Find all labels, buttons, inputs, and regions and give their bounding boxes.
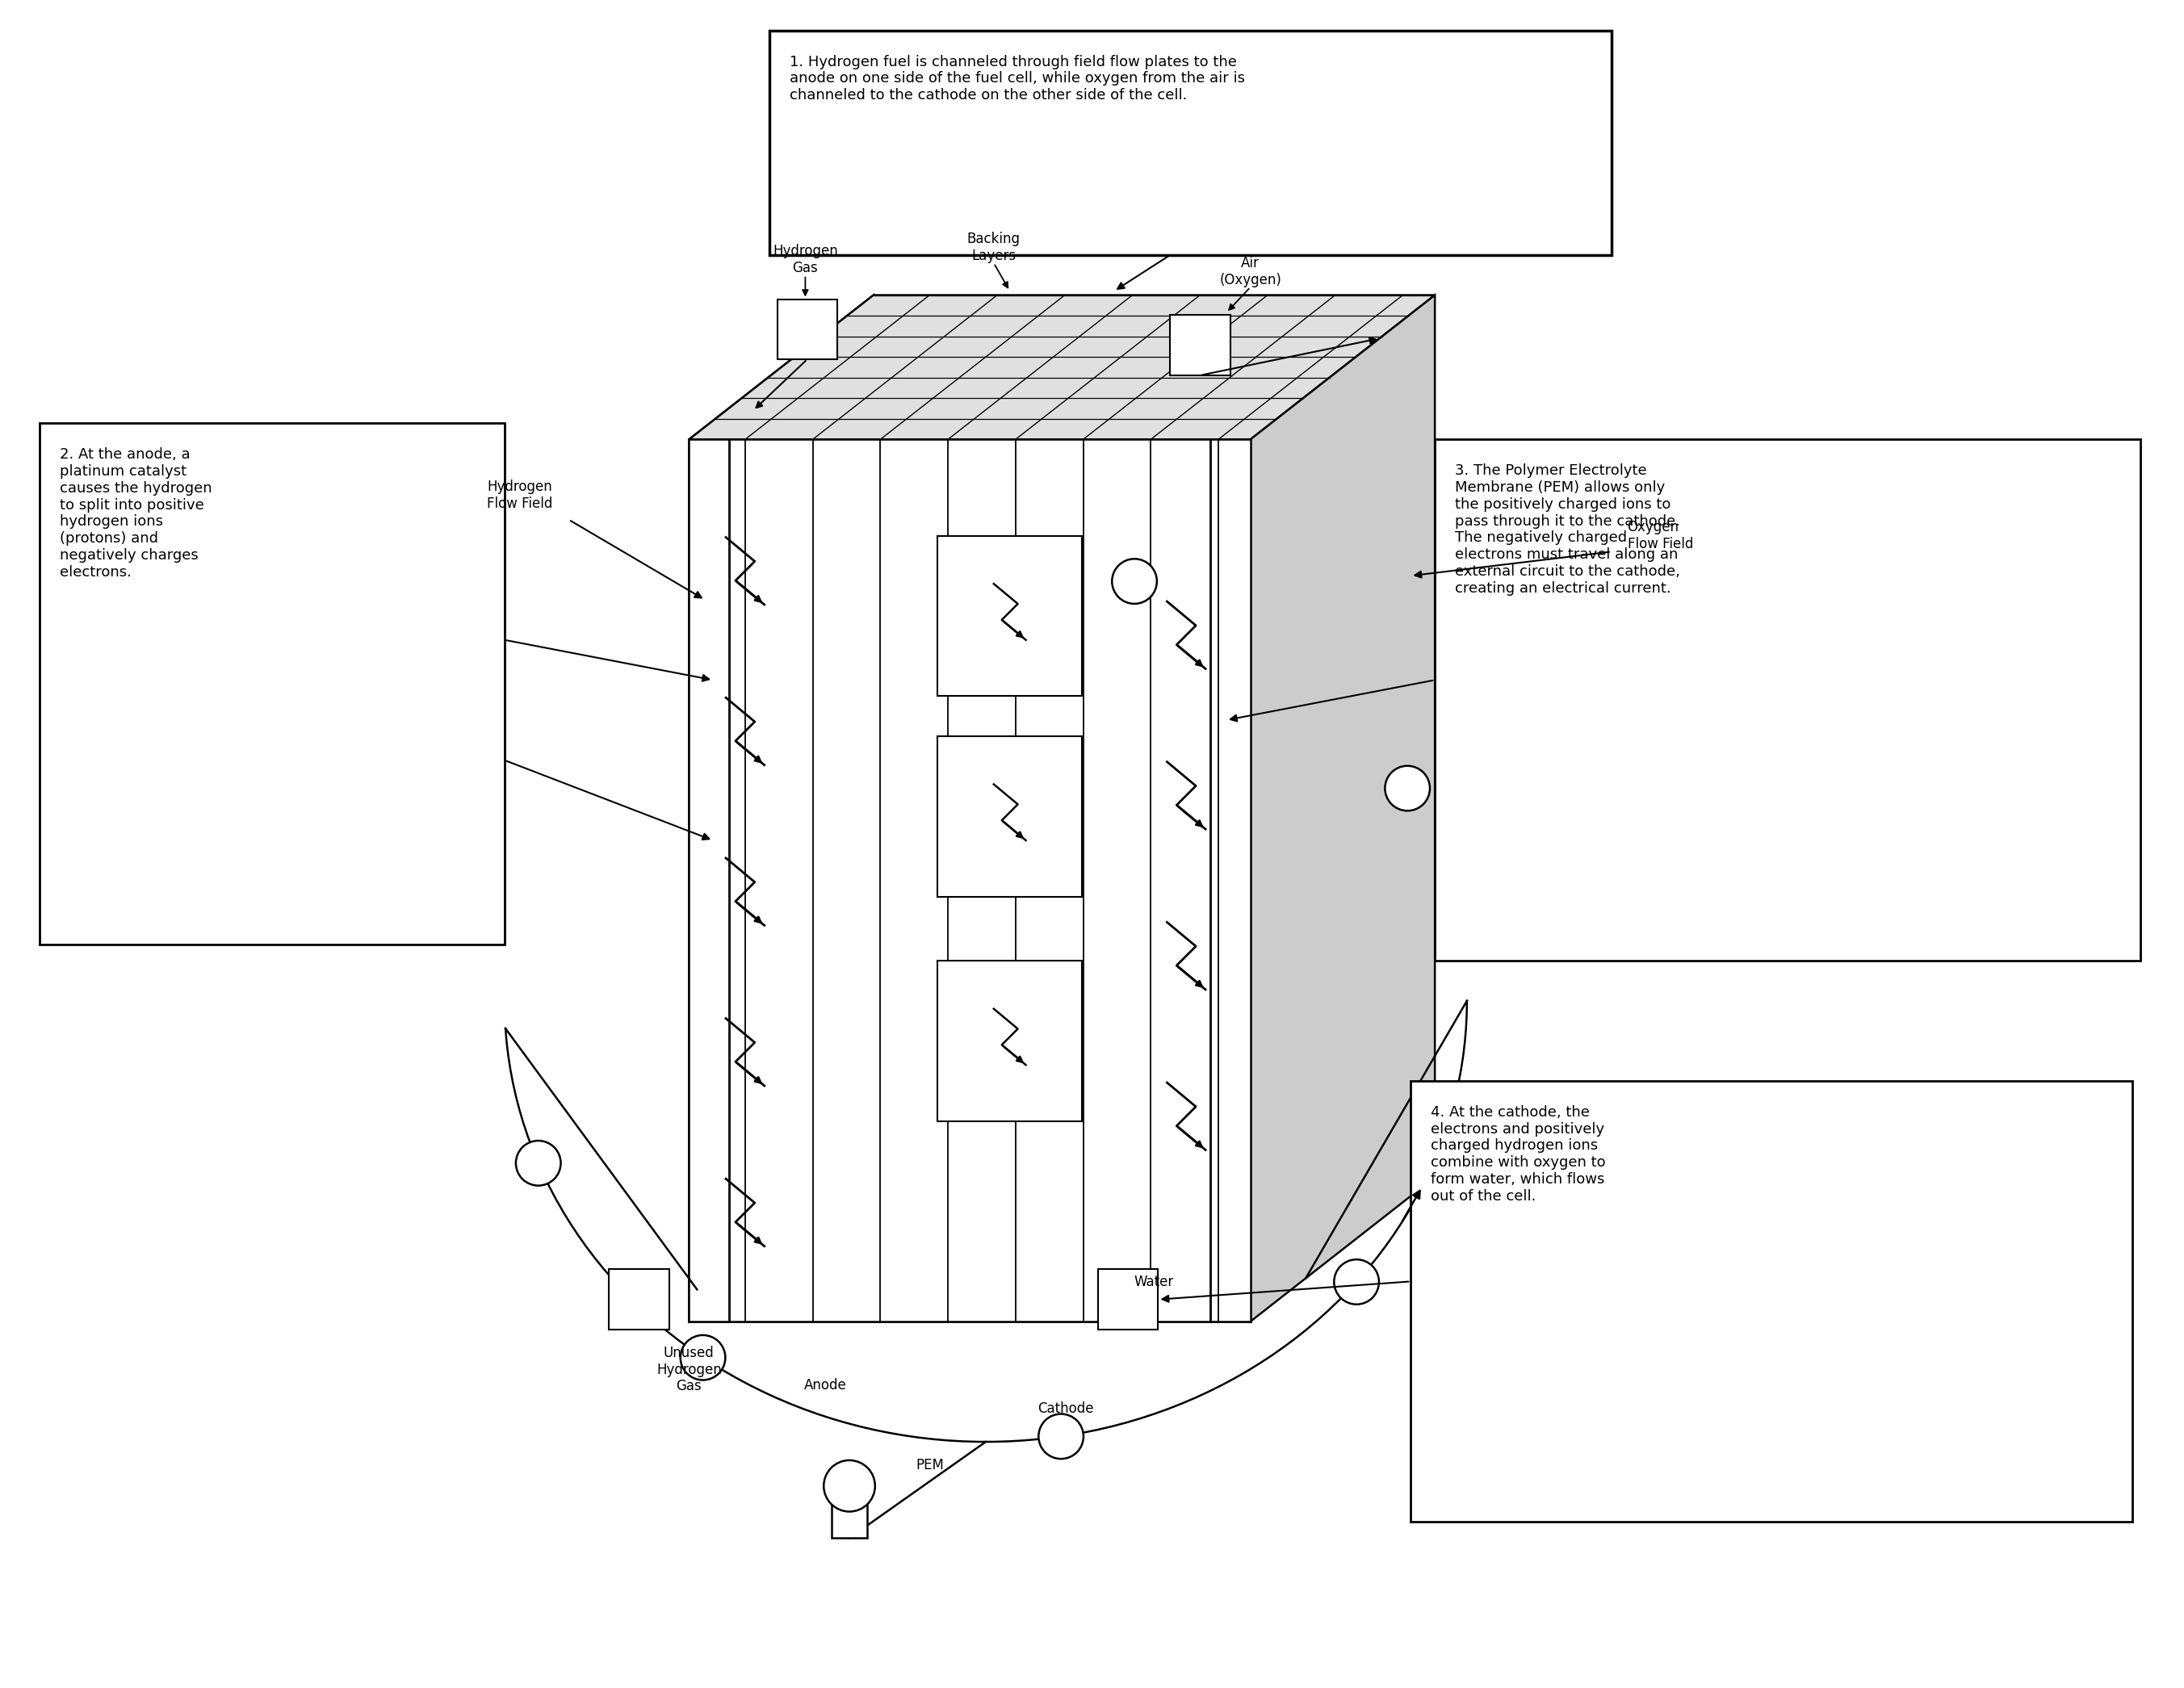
Polygon shape <box>688 295 1435 439</box>
Text: Hydrogen
Gas: Hydrogen Gas <box>773 243 839 275</box>
Polygon shape <box>688 439 1251 1322</box>
FancyBboxPatch shape <box>1435 439 2140 960</box>
Text: 1. Hydrogen fuel is channeled through field flow plates to the
anode on one side: 1. Hydrogen fuel is channeled through fi… <box>788 54 1245 103</box>
Circle shape <box>823 1460 876 1511</box>
Text: Unused
Hydrogen
Gas: Unused Hydrogen Gas <box>657 1345 721 1394</box>
FancyBboxPatch shape <box>609 1269 668 1330</box>
Polygon shape <box>1251 295 1435 1322</box>
Text: Cathode: Cathode <box>1037 1401 1094 1416</box>
Circle shape <box>1040 1415 1083 1458</box>
FancyBboxPatch shape <box>778 299 836 360</box>
Text: 4. At the cathode, the
electrons and positively
charged hydrogen ions
combine wi: 4. At the cathode, the electrons and pos… <box>1431 1106 1605 1204</box>
FancyBboxPatch shape <box>39 424 505 945</box>
Polygon shape <box>688 439 1251 1322</box>
Text: Backing
Layers: Backing Layers <box>968 231 1020 263</box>
FancyBboxPatch shape <box>1171 316 1230 375</box>
Polygon shape <box>688 295 874 1322</box>
Circle shape <box>1385 766 1431 810</box>
FancyBboxPatch shape <box>832 1502 867 1538</box>
Circle shape <box>515 1141 561 1185</box>
FancyBboxPatch shape <box>937 736 1081 896</box>
Text: Air
(Oxygen): Air (Oxygen) <box>1219 257 1282 287</box>
FancyBboxPatch shape <box>937 535 1081 695</box>
Text: 3. The Polymer Electrolyte
Membrane (PEM) allows only
the positively charged ion: 3. The Polymer Electrolyte Membrane (PEM… <box>1455 464 1679 596</box>
FancyBboxPatch shape <box>1099 1269 1158 1330</box>
Text: Hydrogen
Flow Field: Hydrogen Flow Field <box>487 479 553 511</box>
FancyBboxPatch shape <box>937 960 1081 1121</box>
FancyBboxPatch shape <box>769 30 1612 255</box>
Text: Oxygen
Flow Field: Oxygen Flow Field <box>1627 520 1693 552</box>
Circle shape <box>1334 1259 1378 1305</box>
Text: Water: Water <box>1133 1274 1175 1290</box>
Circle shape <box>1112 559 1158 604</box>
Text: Anode: Anode <box>804 1377 847 1393</box>
Text: PEM: PEM <box>915 1458 943 1472</box>
Text: 2. At the anode, a
platinum catalyst
causes the hydrogen
to split into positive
: 2. At the anode, a platinum catalyst cau… <box>59 447 212 579</box>
Circle shape <box>681 1335 725 1381</box>
FancyBboxPatch shape <box>1411 1080 2132 1523</box>
